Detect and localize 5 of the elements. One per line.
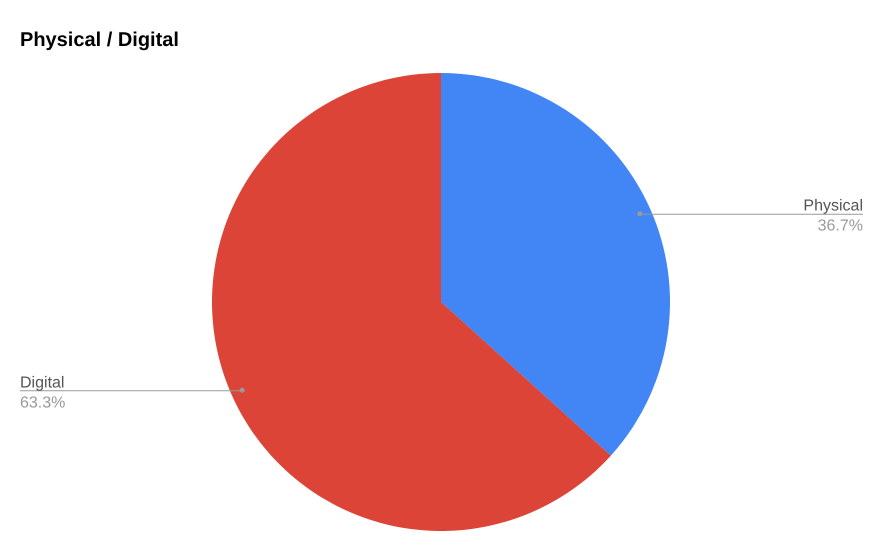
- slice-label: Physical: [803, 198, 863, 215]
- data-label: 36.7%: [818, 218, 863, 235]
- chart-title: Physical / Digital: [20, 29, 179, 52]
- slice-label: Digital: [20, 374, 64, 392]
- data-label: 63.3%: [20, 394, 66, 412]
